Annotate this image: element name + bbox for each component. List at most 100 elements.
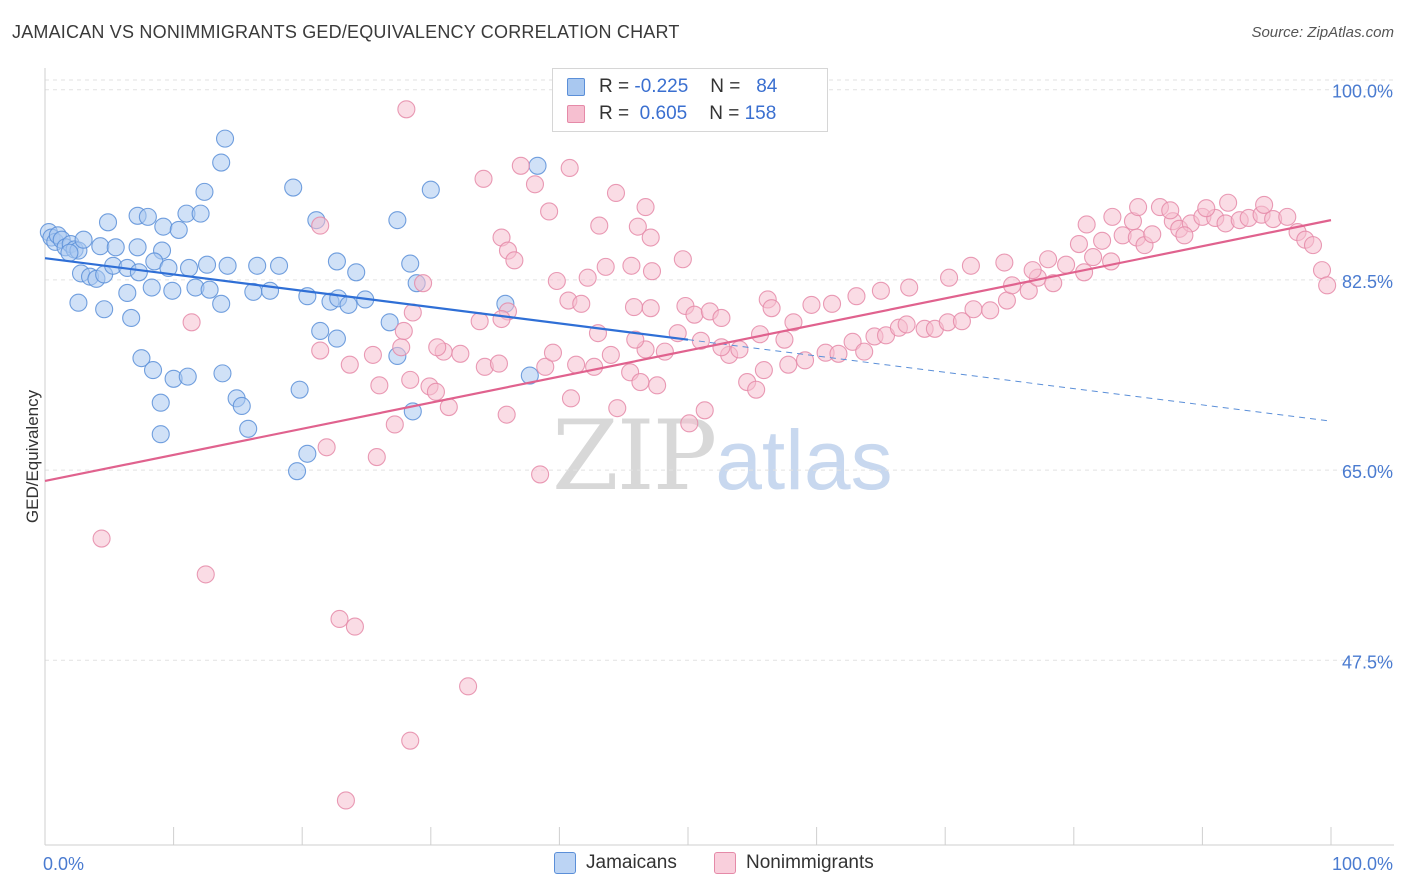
nonimmigrants-point (730, 340, 749, 359)
jamaicans-point (154, 217, 173, 236)
jamaicans-point (191, 204, 210, 223)
jamaicans-point (163, 281, 182, 300)
nonimmigrants-point (871, 281, 890, 300)
nonimmigrants-point (92, 529, 111, 548)
legend-label-jamaicans: Jamaicans (586, 852, 677, 873)
nonimmigrants-point (590, 216, 609, 235)
jamaicans-point (60, 243, 79, 262)
legend-r-label: R = (599, 103, 630, 124)
nonimmigrants-point (754, 361, 773, 380)
nonimmigrants-point (459, 677, 478, 696)
jamaicans-point (132, 349, 151, 368)
jamaicans-point (232, 396, 251, 416)
jamaicans-point (212, 294, 231, 313)
nonimmigrants-point (560, 158, 579, 178)
nonimmigrants-point (511, 156, 530, 175)
legend-item-jamaicans[interactable]: Jamaicans (554, 852, 677, 874)
nonimmigrants-point (762, 299, 781, 318)
nonimmigrants-point (1102, 252, 1121, 271)
nonimmigrants-point (855, 342, 874, 361)
nonimmigrants-point (451, 344, 470, 363)
nonimmigrants-point (317, 438, 336, 457)
legend-r-value: 0.605 (639, 103, 688, 124)
legend-swatch-jamaicans (554, 852, 576, 874)
jamaicans-point (213, 364, 232, 383)
jamaicans-point (288, 462, 307, 481)
jamaicans-point (106, 238, 125, 257)
nonimmigrants-point (561, 389, 581, 408)
jamaicans-point (74, 230, 93, 249)
nonimmigrants-trend-line (44, 219, 1332, 483)
nonimmigrants-point (531, 465, 550, 484)
nonimmigrants-point (685, 305, 704, 324)
nonimmigrants-point (1161, 201, 1180, 220)
jamaicans-point (151, 393, 170, 412)
gridlines (45, 79, 1394, 661)
nonimmigrants-point (1219, 193, 1238, 212)
nonimmigrants-point (536, 357, 555, 376)
series-legend: Jamaicans Nonimmigrants (0, 852, 1406, 878)
x-tick-label-max: 100.0% (1332, 854, 1393, 874)
nonimmigrants-point (567, 355, 586, 374)
nonimmigrants-point (847, 287, 866, 306)
jamaicans-point (197, 255, 217, 274)
nonimmigrants-point (961, 256, 980, 275)
nonimmigrants-point (394, 321, 413, 341)
jamaicans-point (270, 256, 289, 275)
jamaicans-point (401, 254, 420, 273)
nonimmigrants-point (608, 399, 627, 418)
jamaicans-point (239, 419, 258, 438)
nonimmigrants-point (401, 370, 420, 389)
nonimmigrants-point (345, 617, 364, 636)
nonimmigrants-point (578, 268, 597, 287)
nonimmigrants-point (330, 609, 349, 629)
nonimmigrants-point (1044, 274, 1063, 293)
nonimmigrants-point (397, 100, 416, 119)
jamaicans-point (169, 220, 188, 239)
jamaicans-point (380, 313, 399, 332)
nonimmigrants-point (585, 357, 604, 376)
stats-legend: R = -0.225 N = 84 R = 0.605 N = 158 (552, 68, 828, 132)
nonimmigrants-point (628, 217, 647, 236)
jamaicans-point (311, 321, 330, 341)
nonimmigrants-point (641, 299, 660, 318)
nonimmigrants-point (897, 315, 916, 334)
jamaicans-point (260, 281, 280, 300)
nonimmigrants-point (606, 183, 626, 203)
jamaicans-point (178, 367, 197, 386)
nonimmigrants-point (1143, 225, 1162, 244)
nonimmigrants-point (695, 401, 714, 420)
nonimmigrants-point (995, 253, 1014, 272)
nonimmigrants-point (489, 354, 509, 373)
nonimmigrants-points (92, 100, 1337, 810)
nonimmigrants-point (392, 338, 411, 357)
nonimmigrants-point (1084, 248, 1103, 267)
nonimmigrants-point (367, 447, 386, 467)
jamaicans-point (151, 425, 170, 444)
legend-label-nonimmigrants: Nonimmigrants (746, 852, 874, 873)
legend-item-nonimmigrants[interactable]: Nonimmigrants (714, 852, 874, 874)
nonimmigrants-point (547, 271, 566, 291)
jamaicans-point (421, 180, 440, 199)
jamaicans-point (218, 256, 237, 275)
nonimmigrants-point (1129, 198, 1148, 217)
nonimmigrants-point (311, 341, 330, 360)
chart-title: JAMAICAN VS NONIMMIGRANTS GED/EQUIVALENC… (12, 22, 680, 42)
nonimmigrants-point (655, 342, 674, 361)
nonimmigrants-point (492, 309, 511, 329)
nonimmigrants-point (426, 382, 445, 401)
y-axis-label: GED/Equivalency (23, 389, 42, 523)
nonimmigrants-point (712, 338, 731, 357)
source-label: Source: ZipAtlas.com (1251, 24, 1394, 41)
nonimmigrants-point (505, 251, 524, 270)
jamaicans-point (290, 380, 309, 399)
nonimmigrants-point (596, 257, 615, 276)
nonimmigrants-point (572, 294, 591, 313)
jamaicans-point (200, 280, 219, 299)
nonimmigrants-point (1197, 199, 1216, 218)
nonimmigrants-point (636, 198, 655, 217)
jamaicans-point (118, 283, 137, 302)
nonimmigrants-point (543, 343, 563, 362)
nonimmigrants-point (642, 262, 662, 281)
legend-r-label: R = (599, 76, 630, 97)
